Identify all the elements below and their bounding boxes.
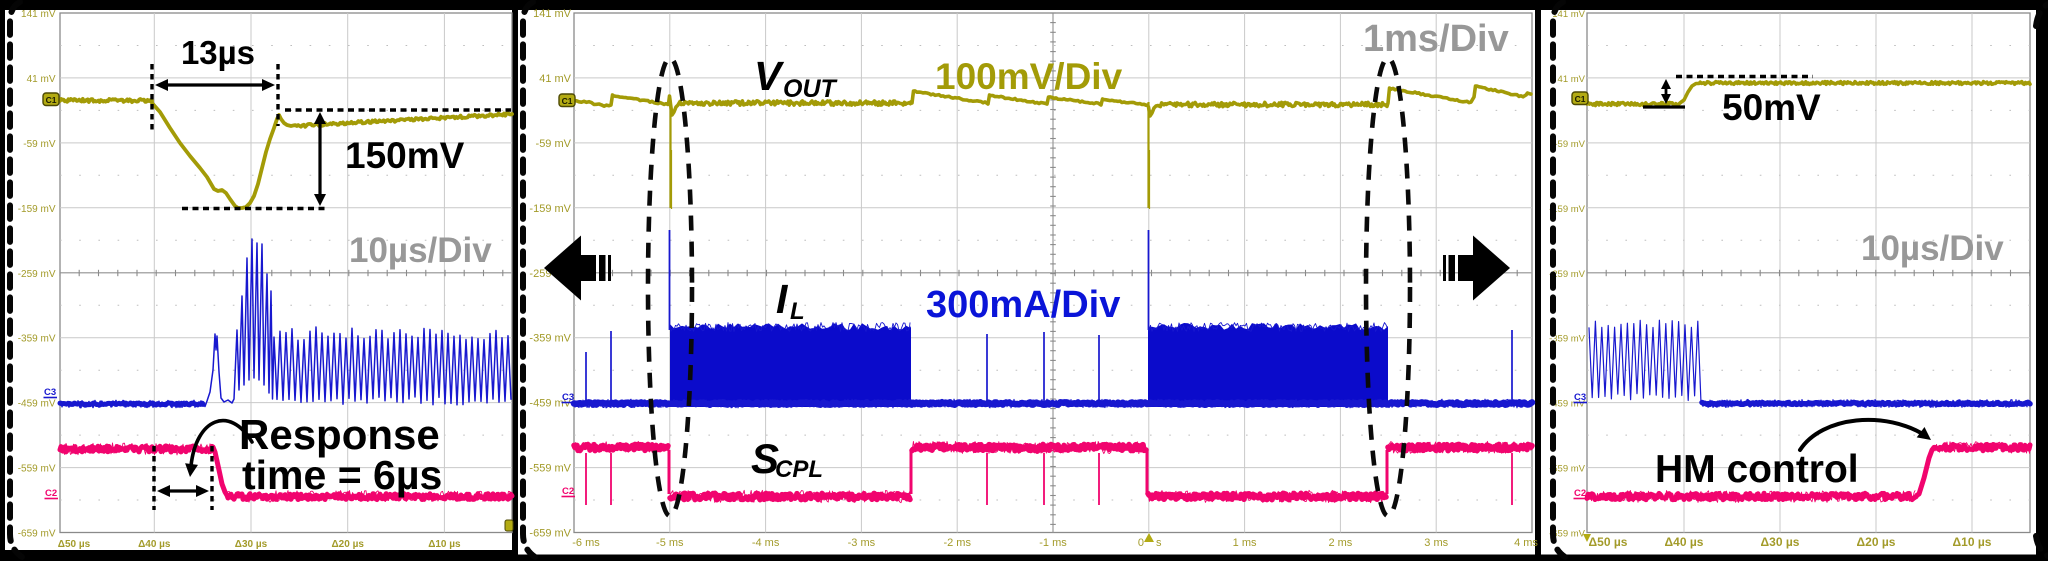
svg-text:C3: C3 <box>562 392 574 403</box>
svg-text:-5 ms: -5 ms <box>656 537 684 549</box>
svg-text:time = 6µs: time = 6µs <box>242 452 442 498</box>
svg-text:-259 mV: -259 mV <box>1549 269 1586 280</box>
svg-text:C2: C2 <box>562 486 574 497</box>
svg-text:Δ40 µs: Δ40 µs <box>138 539 171 550</box>
svg-text:C3: C3 <box>44 387 56 398</box>
svg-text:1ms/Div: 1ms/Div <box>1363 18 1509 60</box>
svg-text:10µs/Div: 10µs/Div <box>1861 229 2004 268</box>
svg-text:-559 mV: -559 mV <box>529 463 571 475</box>
svg-text:Response: Response <box>239 411 440 458</box>
svg-text:Δ50 µs: Δ50 µs <box>1589 535 1628 549</box>
svg-text:Δ10 µs: Δ10 µs <box>428 539 461 550</box>
svg-text:-359 mV: -359 mV <box>18 334 56 345</box>
svg-text:-159 mV: -159 mV <box>18 204 56 215</box>
svg-text:Δ50 µs: Δ50 µs <box>58 539 91 550</box>
svg-text:OUT: OUT <box>783 75 839 103</box>
svg-text:0: 0 <box>1138 537 1144 549</box>
svg-text:-2 ms: -2 ms <box>943 537 971 549</box>
svg-text:C1: C1 <box>562 96 573 106</box>
svg-text:C1: C1 <box>46 95 57 105</box>
svg-text:-659 mV: -659 mV <box>529 528 571 540</box>
svg-text:-59 mV: -59 mV <box>23 139 56 150</box>
svg-text:-459 mV: -459 mV <box>1549 399 1586 410</box>
svg-text:-159 mV: -159 mV <box>1549 204 1586 215</box>
svg-text:-59 mV: -59 mV <box>1554 139 1585 150</box>
svg-text:I: I <box>776 276 789 322</box>
svg-text:-159 mV: -159 mV <box>529 203 571 215</box>
svg-text:3 ms: 3 ms <box>1424 537 1448 549</box>
svg-text:100mV/Div: 100mV/Div <box>935 56 1123 97</box>
svg-text:141 mV: 141 mV <box>1552 9 1585 20</box>
svg-text:-59 mV: -59 mV <box>536 138 572 150</box>
svg-text:-259 mV: -259 mV <box>18 269 56 280</box>
svg-text:C3: C3 <box>1574 392 1586 403</box>
svg-text:-3 ms: -3 ms <box>848 537 876 549</box>
svg-text:41 mV: 41 mV <box>1558 74 1586 85</box>
svg-text:-359 mV: -359 mV <box>1549 334 1586 345</box>
svg-text:-559 mV: -559 mV <box>1549 464 1586 475</box>
svg-text:Δ40 µs: Δ40 µs <box>1665 535 1704 549</box>
svg-text:Δ20 µs: Δ20 µs <box>331 539 364 550</box>
svg-text:C2: C2 <box>1574 488 1586 499</box>
svg-text:CPL: CPL <box>775 456 823 483</box>
svg-text:-1 ms: -1 ms <box>1039 537 1067 549</box>
svg-text:-659 mV: -659 mV <box>18 529 56 540</box>
svg-text:150mV: 150mV <box>345 135 465 176</box>
svg-text:-459 mV: -459 mV <box>529 398 571 410</box>
svg-text:V: V <box>754 53 785 99</box>
svg-text:41 mV: 41 mV <box>539 73 571 85</box>
svg-text:2 ms: 2 ms <box>1328 537 1352 549</box>
svg-text:1 ms: 1 ms <box>1233 537 1257 549</box>
svg-text:13µs: 13µs <box>181 34 255 71</box>
svg-text:-459 mV: -459 mV <box>18 399 56 410</box>
svg-text:Δ30 µs: Δ30 µs <box>235 539 268 550</box>
svg-text:s: s <box>1156 537 1162 549</box>
svg-text:Δ10 µs: Δ10 µs <box>1953 535 1992 549</box>
svg-text:300mA/Div: 300mA/Div <box>926 284 1120 326</box>
svg-text:50mV: 50mV <box>1722 87 1821 128</box>
svg-text:-659 mV: -659 mV <box>1549 529 1586 540</box>
svg-text:4 ms: 4 ms <box>1514 537 1538 549</box>
svg-text:141 mV: 141 mV <box>533 8 572 20</box>
svg-text:Δ30 µs: Δ30 µs <box>1761 535 1800 549</box>
svg-text:HM control: HM control <box>1655 448 1859 491</box>
svg-text:-359 mV: -359 mV <box>529 333 571 345</box>
svg-text:-6 ms: -6 ms <box>572 537 600 549</box>
svg-text:-559 mV: -559 mV <box>18 464 56 475</box>
svg-text:Δ20 µs: Δ20 µs <box>1857 535 1896 549</box>
svg-text:141 mV: 141 mV <box>21 9 56 20</box>
svg-text:L: L <box>790 298 805 325</box>
svg-text:41 mV: 41 mV <box>27 74 56 85</box>
svg-text:C1: C1 <box>1575 94 1586 104</box>
svg-text:C2: C2 <box>45 488 57 499</box>
svg-text:10µs/Div: 10µs/Div <box>349 231 492 270</box>
svg-text:-4 ms: -4 ms <box>752 537 780 549</box>
svg-text:S: S <box>751 435 779 482</box>
